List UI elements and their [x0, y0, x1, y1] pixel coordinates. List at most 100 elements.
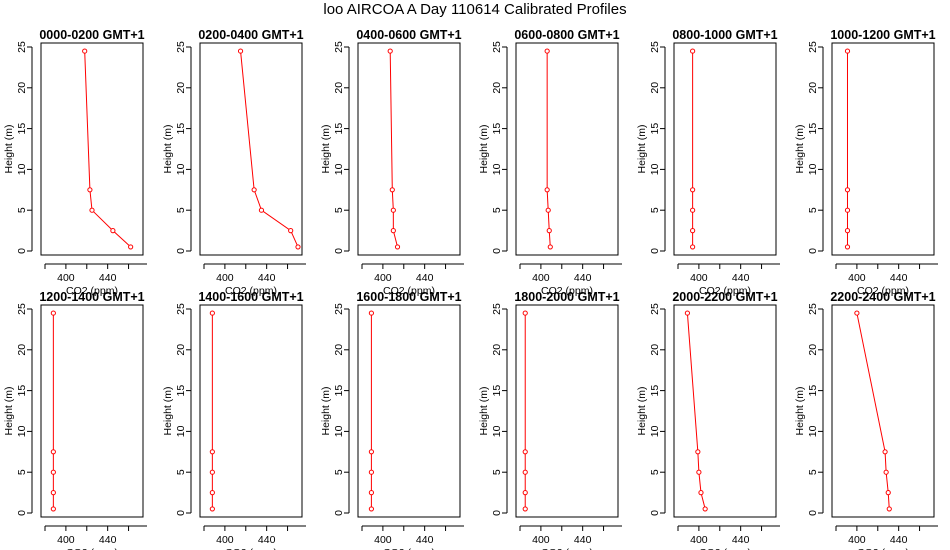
- figure-title: loo AIRCOA A Day 110614 Calibrated Profi…: [323, 1, 627, 18]
- panel-3-y-tick-label-20: 20: [333, 82, 345, 94]
- panel-4-data-point-3: [545, 207, 551, 213]
- panel-7-data-point-5: [50, 506, 56, 512]
- panel-11-y-tick-label-0: 0: [649, 510, 661, 516]
- panel-3-profile-line: [389, 51, 398, 248]
- panel-12-plot-frame: [831, 304, 935, 518]
- panel-3-data-point-5: [394, 244, 401, 250]
- panel-5-y-axis-label: Height (m): [636, 124, 648, 173]
- panel-3-x-tick-label-400: 400: [374, 272, 392, 284]
- panel-7-x-axis-label: CO2 (ppm): [66, 547, 118, 550]
- panel-5-y-tick-label-10: 10: [649, 163, 661, 175]
- panel-12-y-axis-label: Height (m): [794, 386, 806, 435]
- panel-1-data-point-2: [87, 187, 93, 193]
- panel-2-y-tick-label-20: 20: [175, 82, 187, 94]
- panel-7-y-tick-label-15: 15: [16, 385, 28, 397]
- panel-2-x-tick-label-440: 440: [258, 272, 276, 284]
- panel-2-title: 0200-0400 GMT+1: [198, 28, 303, 42]
- panel-9-data-point-1: [368, 310, 374, 316]
- panel-6-plot-frame: [831, 42, 935, 256]
- panel-1-y-tick-label-20: 20: [16, 82, 28, 94]
- panel-7-y-tick-label-0: 0: [16, 510, 28, 516]
- panel-10-x-axis-label: CO2 (ppm): [541, 547, 593, 550]
- panel-7-data-point-2: [50, 449, 56, 455]
- panel-5-x-axis-label: CO2 (ppm): [699, 285, 751, 297]
- panel-6-y-tick-label-5: 5: [807, 207, 819, 213]
- panel-10-data-point-4: [522, 490, 528, 496]
- panel-6-data-point-3: [844, 207, 851, 213]
- panel-3-data-point-1: [387, 48, 393, 54]
- panel-5-data-point-5: [690, 244, 696, 250]
- panel-3-y-tick-label-25: 25: [333, 41, 345, 53]
- panel-9-y-tick-label-15: 15: [333, 385, 345, 397]
- panel-1-data-point-1: [82, 48, 88, 54]
- panel-1-y-tick-label-10: 10: [16, 163, 28, 175]
- panel-1-data-point-5: [128, 244, 134, 250]
- panel-2-x-axis-label: CO2 (ppm): [225, 285, 277, 297]
- panel-4-y-tick-label-15: 15: [491, 123, 503, 135]
- panel-4-x-tick-label-440: 440: [574, 272, 592, 284]
- panel-9-x-tick-label-440: 440: [416, 534, 434, 546]
- panel-4-y-tick-label-10: 10: [491, 163, 503, 175]
- panel-7-x-tick-label-400: 400: [57, 534, 75, 546]
- panel-7-y-tick-label-25: 25: [16, 303, 28, 315]
- panel-12-data-point-2: [882, 449, 888, 455]
- panel-6-data-point-2: [844, 187, 851, 193]
- panel-7-plot-frame: [40, 304, 144, 518]
- panel-12-data-point-1: [854, 310, 860, 316]
- panel-7-data-point-3: [50, 469, 56, 475]
- panel-7-y-tick-label-5: 5: [16, 469, 28, 475]
- panel-1-x-tick-label-400: 400: [57, 272, 75, 284]
- panel-3-y-tick-label-5: 5: [333, 207, 345, 213]
- panel-4-x-axis-label: CO2 (ppm): [541, 285, 593, 297]
- panel-10-y-tick-label-25: 25: [491, 303, 503, 315]
- panel-10-y-tick-label-15: 15: [491, 385, 503, 397]
- panel-12-y-tick-label-0: 0: [807, 510, 819, 516]
- panel-2-y-axis-label: Height (m): [162, 124, 174, 173]
- panel-11-y-tick-label-5: 5: [649, 469, 661, 475]
- panel-10-y-tick-label-0: 0: [491, 510, 503, 516]
- panel-7-data-point-1: [50, 310, 56, 316]
- panel-5-y-tick-label-20: 20: [649, 82, 661, 94]
- panel-9-data-point-5: [368, 506, 374, 512]
- panel-12-y-tick-label-10: 10: [807, 425, 819, 437]
- panel-10-data-point-1: [522, 310, 528, 316]
- panel-8-y-tick-label-25: 25: [175, 303, 187, 315]
- panel-6-y-tick-label-10: 10: [807, 163, 819, 175]
- panel-2-y-tick-label-25: 25: [175, 41, 187, 53]
- panel-10-x-tick-label-400: 400: [532, 534, 550, 546]
- panel-7-y-axis-label: Height (m): [3, 386, 15, 435]
- panel-4-data-point-4: [546, 228, 552, 234]
- panel-6-y-axis-label: Height (m): [794, 124, 806, 173]
- panel-2-y-tick-label-10: 10: [175, 163, 187, 175]
- panel-12-title: 2200-2400 GMT+1: [830, 290, 935, 304]
- panel-2-y-tick-label-0: 0: [175, 248, 187, 254]
- panel-11-y-axis-label: Height (m): [636, 386, 648, 435]
- panel-1-data-point-4: [110, 228, 116, 234]
- panel-12-x-tick-label-400: 400: [848, 534, 866, 546]
- panel-12-x-axis-label: CO2 (ppm): [857, 547, 909, 550]
- panel-4-data-point-2: [544, 187, 550, 193]
- panel-2-data-point-4: [288, 228, 294, 234]
- panel-8-x-tick-label-400: 400: [216, 534, 234, 546]
- panel-2-profile-line: [240, 51, 299, 248]
- panel-9-y-tick-label-10: 10: [333, 425, 345, 437]
- panel-3-data-point-3: [390, 207, 396, 213]
- panel-5-y-tick-label-0: 0: [649, 248, 661, 254]
- panel-4-data-point-5: [547, 244, 553, 250]
- panel-1-title: 0000-0200 GMT+1: [39, 28, 144, 42]
- panel-6-y-tick-label-15: 15: [807, 123, 819, 135]
- panel-9-y-axis-label: Height (m): [320, 386, 332, 435]
- panel-8-data-point-2: [209, 449, 215, 455]
- panel-11-plot-frame: [673, 304, 777, 518]
- panel-1-x-tick-label-440: 440: [99, 272, 117, 284]
- panel-5-plot-frame: [673, 42, 777, 256]
- panel-10-y-axis-label: Height (m): [478, 386, 490, 435]
- panel-4-x-tick-label-400: 400: [532, 272, 550, 284]
- panel-1-y-tick-label-5: 5: [16, 207, 28, 213]
- panel-12-x-tick-label-440: 440: [890, 534, 908, 546]
- panel-1-plot-frame: [40, 42, 144, 256]
- panel-8-data-point-1: [209, 310, 215, 316]
- panel-6-data-point-1: [844, 48, 851, 54]
- panel-7-x-tick-label-440: 440: [99, 534, 117, 546]
